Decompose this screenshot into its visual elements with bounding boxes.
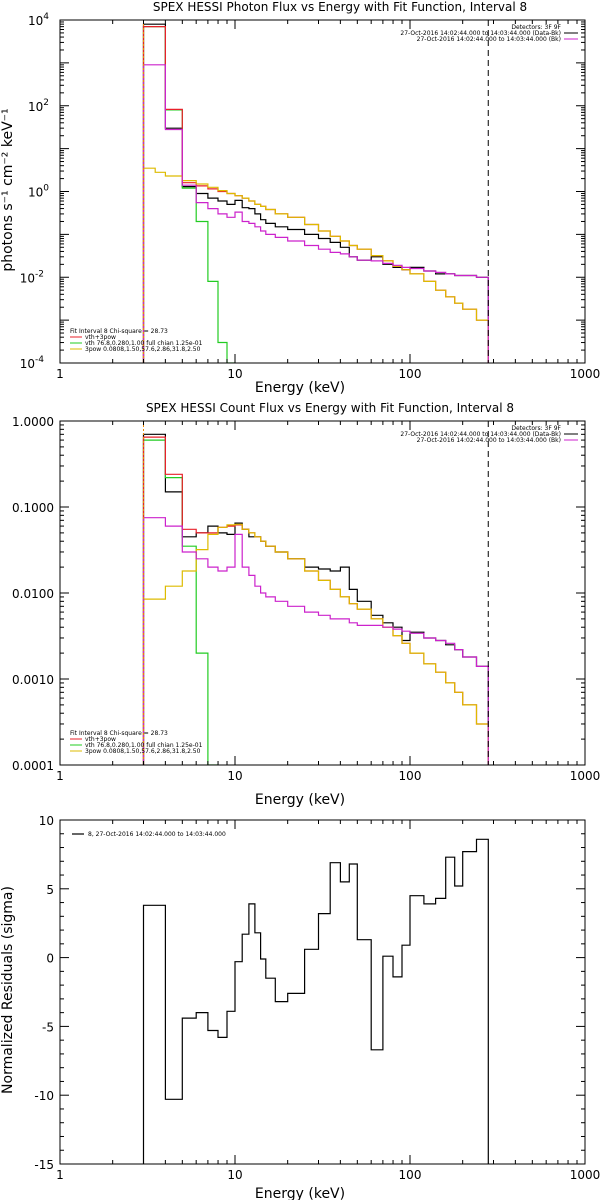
series-line-yellow	[142, 167, 489, 363]
series-line-black	[142, 23, 489, 363]
x-tick-label: 1	[56, 367, 64, 381]
y-tick-label: 100	[28, 184, 49, 200]
count-flux-series	[142, 433, 489, 765]
photon-flux-series	[142, 23, 489, 363]
y-tick-label: -10	[34, 1089, 54, 1103]
x-tick-label: 10	[227, 367, 242, 381]
residuals-frame	[59, 819, 586, 1165]
y-tick-label: 0	[46, 952, 54, 966]
plot-frame	[59, 19, 586, 364]
legend-entry: vth+3pow	[85, 736, 116, 743]
residuals-xlabel: Energy (keV)	[255, 1186, 345, 1200]
residuals-panel: Energy (keV) Normalized Residuals (sigma…	[0, 814, 600, 1200]
y-tick-label: 0.0010	[12, 673, 54, 687]
legend-entry: Detectors: 3F 9F	[511, 24, 561, 31]
residuals-legend: 8, 27-Oct-2016 14:02:44.000 to 14:03:44.…	[72, 831, 226, 838]
x-tick-label: 1	[56, 769, 64, 783]
count-flux-ticks: 1 10 100 1000 0.0001 0.0010 0.0100 0.1000 1.0000	[12, 415, 600, 783]
series-line-green	[142, 26, 235, 363]
count-flux-xlabel: Energy (keV)	[255, 792, 345, 808]
x-tick-label: 1000	[570, 367, 600, 381]
x-tick-label: 10	[227, 1168, 242, 1182]
y-tick-label: 0.1000	[12, 501, 54, 515]
y-tick-label: 102	[28, 98, 49, 114]
x-tick-label: 1000	[570, 769, 600, 783]
photon-flux-frame	[59, 19, 586, 364]
count-flux-title: SPEX HESSI Count Flux vs Energy with Fit…	[146, 401, 514, 415]
residuals-series	[142, 838, 489, 1164]
series-line-red	[142, 26, 489, 363]
photon-flux-title: SPEX HESSI Photon Flux vs Energy with Fi…	[153, 0, 527, 14]
legend-entry: Fit Interval 8 Chi-square = 28.73	[70, 730, 168, 737]
x-tick-label: 10	[227, 769, 242, 783]
legend-entry: vth 76.8,0.280,1.00 full chian 1.25e-01	[85, 742, 203, 749]
y-tick-label: 10-2	[20, 269, 44, 285]
x-tick-label: 100	[399, 769, 422, 783]
photon-flux-ticks: 1 10 100 1000 10-4 10-2 100 102 104	[20, 12, 600, 381]
legend-entry: Detectors: 3F 9F	[511, 425, 561, 432]
photon-flux-ylabel: photons s⁻¹ cm⁻² keV⁻¹	[0, 108, 16, 271]
legend-entry: 27-Oct-2016 14:02:44.000 to 14:03:44.000…	[417, 36, 561, 43]
legend-entry: 3pow 0.0808,1.50,57.6,2.86,31.8,2.50	[85, 346, 201, 353]
y-tick-label: 5	[46, 883, 54, 897]
y-tick-label: 104	[28, 12, 49, 28]
x-tick-label: 100	[399, 1168, 422, 1182]
photon-flux-markers	[142, 20, 489, 363]
y-tick-label: 10-4	[20, 355, 45, 371]
series-line-yellow	[142, 523, 489, 765]
plot-frame	[59, 819, 586, 1165]
photon-flux-panel: SPEX HESSI Photon Flux vs Energy with Fi…	[0, 0, 600, 396]
x-tick-label: 1	[56, 1168, 64, 1182]
photon-flux-xlabel: Energy (keV)	[255, 380, 345, 396]
legend-entry: vth+3pow	[85, 334, 116, 341]
legend-entry: Fit Interval 8 Chi-square = 28.73	[70, 328, 168, 335]
y-tick-label: -5	[42, 1020, 54, 1034]
count-flux-panel: SPEX HESSI Count Flux vs Energy with Fit…	[12, 401, 600, 808]
x-tick-label: 1000	[570, 1168, 600, 1182]
series-line-magenta	[142, 64, 489, 363]
legend-entry: vth 76.8,0.280,1.00 full chian 1.25e-01	[85, 340, 203, 347]
legend-entry: 27-Oct-2016 14:02:44.000 to 14:03:44.000…	[417, 437, 561, 444]
y-tick-label: -15	[34, 1158, 54, 1172]
series-line-black	[142, 838, 489, 1164]
y-tick-label: 1.0000	[12, 415, 54, 429]
series-line-magenta	[142, 517, 489, 765]
legend-entry: 3pow 0.0808,1.50,57.6,2.86,31.8,2.50	[85, 748, 201, 755]
count-flux-markers	[142, 421, 489, 765]
legend-entry: 27-Oct-2016 14:02:44.000 to 14:03:44.000…	[400, 431, 561, 438]
legend-entry: 8, 27-Oct-2016 14:02:44.000 to 14:03:44.…	[88, 831, 226, 838]
x-tick-label: 100	[399, 367, 422, 381]
y-tick-label: 10	[39, 814, 54, 828]
y-tick-label: 0.0100	[12, 587, 54, 601]
count-flux-frame	[59, 420, 586, 766]
y-tick-label: 0.0001	[12, 759, 54, 773]
series-line-green	[142, 439, 218, 765]
residuals-ticks: 1 10 100 1000 -15 -10 -5 0 5 10	[34, 814, 600, 1182]
series-line-red	[142, 436, 489, 765]
legend-entry: 27-Oct-2016 14:02:44.000 to 14:03:44.000…	[400, 30, 561, 37]
plot-frame	[59, 420, 586, 766]
series-line-black	[142, 433, 489, 765]
residuals-ylabel: Normalized Residuals (sigma)	[0, 886, 16, 1094]
